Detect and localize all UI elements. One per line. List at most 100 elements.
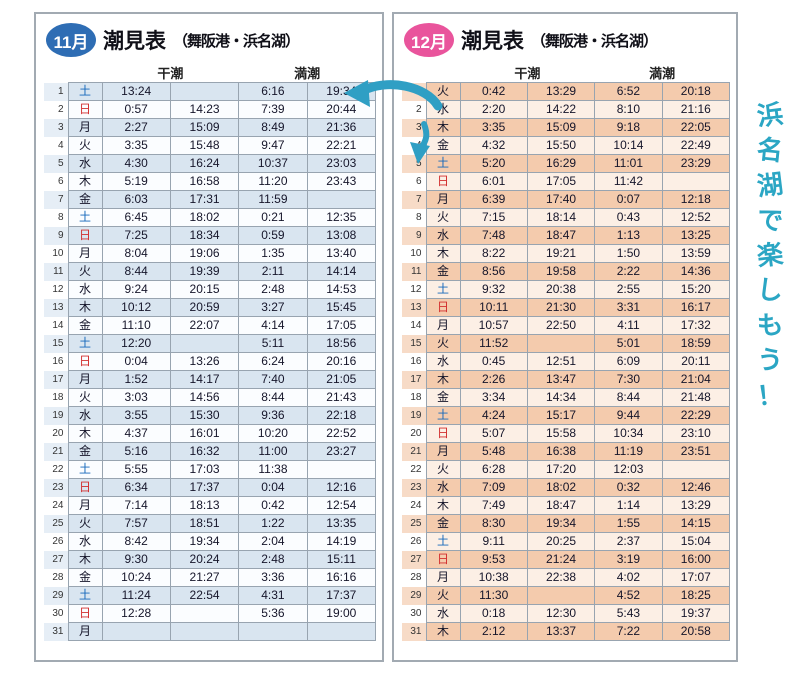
day-of-week: 土: [67, 82, 103, 101]
day-number: 11: [402, 262, 426, 281]
table-row: 2 水 2:20 14:22 8:10 21:16: [402, 100, 731, 119]
high-tide-time-2: 13:25: [661, 226, 731, 245]
high-tide-time-2: 21:48: [661, 388, 731, 407]
high-tide-time-1: 1:55: [594, 514, 663, 533]
low-tide-time-2: 19:34: [169, 532, 240, 551]
day-number: 14: [402, 316, 426, 335]
day-of-week: 木: [425, 496, 461, 515]
high-tide-time-1: 7:30: [594, 370, 663, 389]
day-of-week: 日: [425, 298, 461, 317]
table-row: 23 水 7:09 18:02 0:32 12:46: [402, 478, 731, 497]
day-number: 18: [44, 388, 68, 407]
low-tide-time-2: 14:22: [526, 100, 596, 119]
table-row: 31 月: [44, 622, 377, 641]
high-tide-time-2: 15:20: [661, 280, 731, 299]
table-row: 19 水 3:55 15:30 9:36 22:18: [44, 406, 377, 425]
low-tide-time-2: 16:29: [526, 154, 596, 173]
day-number: 22: [44, 460, 68, 479]
low-tide-time-1: 9:24: [101, 280, 171, 299]
low-tide-time-2: 19:06: [169, 244, 240, 263]
high-tide-time-1: 5:36: [238, 604, 308, 623]
low-tide-time-2: 19:21: [526, 244, 596, 263]
day-number: 10: [44, 244, 68, 263]
high-tide-time-1: 2:11: [238, 262, 308, 281]
low-tide-time-1: 8:44: [101, 262, 171, 281]
low-tide-time-2: 19:39: [169, 262, 240, 281]
day-of-week: 月: [67, 118, 103, 137]
low-tide-time-2: 20:59: [169, 298, 240, 317]
day-number: 17: [402, 370, 426, 389]
day-of-week: 日: [67, 478, 103, 497]
high-tide-time-2: 13:29: [661, 496, 731, 515]
table-row: 13 日 10:11 21:30 3:31 16:17: [402, 298, 731, 317]
low-tide-time-2: 17:20: [526, 460, 596, 479]
low-tide-time-1: [101, 622, 171, 641]
high-tide-time-1: 2:37: [594, 532, 663, 551]
high-tide-time-2: 19:00: [306, 604, 377, 623]
high-tide-time-2: 21:43: [306, 388, 377, 407]
high-tide-time-1: 11:19: [594, 442, 663, 461]
day-of-week: 日: [425, 424, 461, 443]
table-row: 27 日 9:53 21:24 3:19 16:00: [402, 550, 731, 569]
day-of-week: 月: [67, 622, 103, 641]
low-tide-time-2: 18:02: [526, 478, 596, 497]
day-number: 29: [44, 586, 68, 605]
high-tide-time-1: 0:59: [238, 226, 308, 245]
low-tide-time-1: 2:12: [459, 622, 528, 641]
day-number: 2: [402, 100, 426, 119]
day-of-week: 月: [67, 496, 103, 515]
table-row: 15 火 11:52 5:01 18:59: [402, 334, 731, 353]
day-number: 21: [44, 442, 68, 461]
day-number: 20: [402, 424, 426, 443]
day-number: 28: [44, 568, 68, 587]
high-tide-time-2: 15:04: [661, 532, 731, 551]
low-tide-time-1: 7:25: [101, 226, 171, 245]
day-of-week: 日: [425, 172, 461, 191]
low-tide-time-1: 0:57: [101, 100, 171, 119]
day-number: 6: [402, 172, 426, 191]
day-number: 2: [44, 100, 68, 119]
low-tide-time-1: 3:35: [459, 118, 528, 137]
table-row: 14 月 10:57 22:50 4:11 17:32: [402, 316, 731, 335]
day-number: 7: [402, 190, 426, 209]
low-tide-time-2: 16:32: [169, 442, 240, 461]
low-tide-time-1: 5:20: [459, 154, 528, 173]
day-number: 30: [402, 604, 426, 623]
low-tide-time-2: 15:17: [526, 406, 596, 425]
table-row: 29 土 11:24 22:54 4:31 17:37: [44, 586, 377, 605]
table-row: 17 木 2:26 13:47 7:30 21:04: [402, 370, 731, 389]
high-tide-time-2: 15:45: [306, 298, 377, 317]
low-tide-time-1: 7:14: [101, 496, 171, 515]
day-number: 18: [402, 388, 426, 407]
day-number: 25: [44, 514, 68, 533]
day-number: 19: [44, 406, 68, 425]
low-tide-time-2: 15:58: [526, 424, 596, 443]
high-tide-time-1: 0:43: [594, 208, 663, 227]
table-row: 3 月 2:27 15:09 8:49 21:36: [44, 118, 377, 137]
table-row: 19 土 4:24 15:17 9:44 22:29: [402, 406, 731, 425]
low-tide-time-2: 22:50: [526, 316, 596, 335]
low-tide-time-2: 22:38: [526, 568, 596, 587]
day-number: 3: [44, 118, 68, 137]
low-tide-time-1: 10:57: [459, 316, 528, 335]
high-tide-time-1: 12:03: [594, 460, 663, 479]
day-number: 13: [44, 298, 68, 317]
table-header-row: 干潮 満潮: [402, 62, 730, 83]
low-tide-time-1: 12:20: [101, 334, 171, 353]
high-tide-time-2: 20:44: [306, 100, 377, 119]
low-tide-time-2: [526, 586, 596, 605]
day-number: 27: [402, 550, 426, 569]
day-of-week: 日: [67, 226, 103, 245]
day-of-week: 日: [425, 550, 461, 569]
low-tide-time-1: 5:19: [101, 172, 171, 191]
november-title-sub: （舞阪港・浜名湖）: [173, 32, 300, 50]
low-tide-time-1: 12:28: [101, 604, 171, 623]
day-of-week: 火: [67, 514, 103, 533]
low-tide-time-2: 20:38: [526, 280, 596, 299]
low-tide-time-1: 8:42: [101, 532, 171, 551]
day-of-week: 水: [425, 100, 461, 119]
low-tide-time-2: 16:58: [169, 172, 240, 191]
table-row: 24 木 7:49 18:47 1:14 13:29: [402, 496, 731, 515]
side-note-char: し: [755, 273, 785, 307]
table-row: 7 金 6:03 17:31 11:59: [44, 190, 377, 209]
